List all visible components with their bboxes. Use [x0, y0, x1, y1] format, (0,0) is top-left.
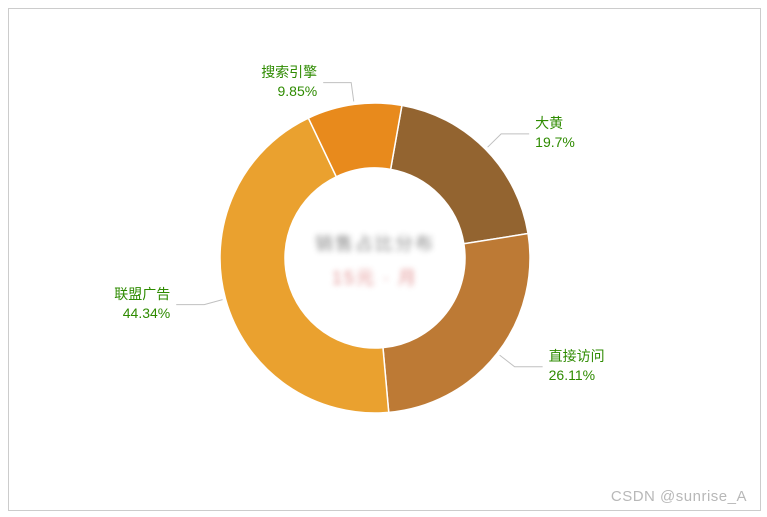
leader-line — [323, 83, 354, 102]
slice-label-name: 搜索引擎 — [261, 63, 317, 83]
slice-label: 联盟广告44.34% — [114, 285, 170, 324]
slice-label: 搜索引擎9.85% — [261, 63, 317, 102]
watermark: CSDN @sunrise_A — [611, 488, 747, 505]
donut-chart-svg — [0, 0, 767, 517]
slice-label-name: 直接访问 — [549, 347, 605, 367]
slice-label-name: 联盟广告 — [114, 285, 170, 305]
slice-label-name: 大黄 — [535, 114, 575, 134]
donut-slice[interactable] — [391, 105, 528, 243]
slice-label-percent: 26.11% — [549, 366, 605, 386]
leader-line — [176, 300, 222, 305]
leader-line — [488, 134, 530, 147]
donut-center-subtitle: 15元 · 月 — [315, 264, 435, 290]
leader-line — [500, 355, 543, 367]
donut-chart-container: 销售占比分布 15元 · 月 CSDN @sunrise_A 大黄19.7% 直接… — [0, 0, 767, 517]
donut-slice[interactable] — [383, 234, 530, 413]
slice-label-percent: 9.85% — [261, 82, 317, 102]
slice-label: 直接访问26.11% — [549, 347, 605, 386]
donut-center-title: 销售占比分布 — [305, 230, 445, 256]
slice-label-percent: 19.7% — [535, 133, 575, 153]
slice-label: 大黄19.7% — [535, 114, 575, 153]
slice-label-percent: 44.34% — [114, 304, 170, 324]
